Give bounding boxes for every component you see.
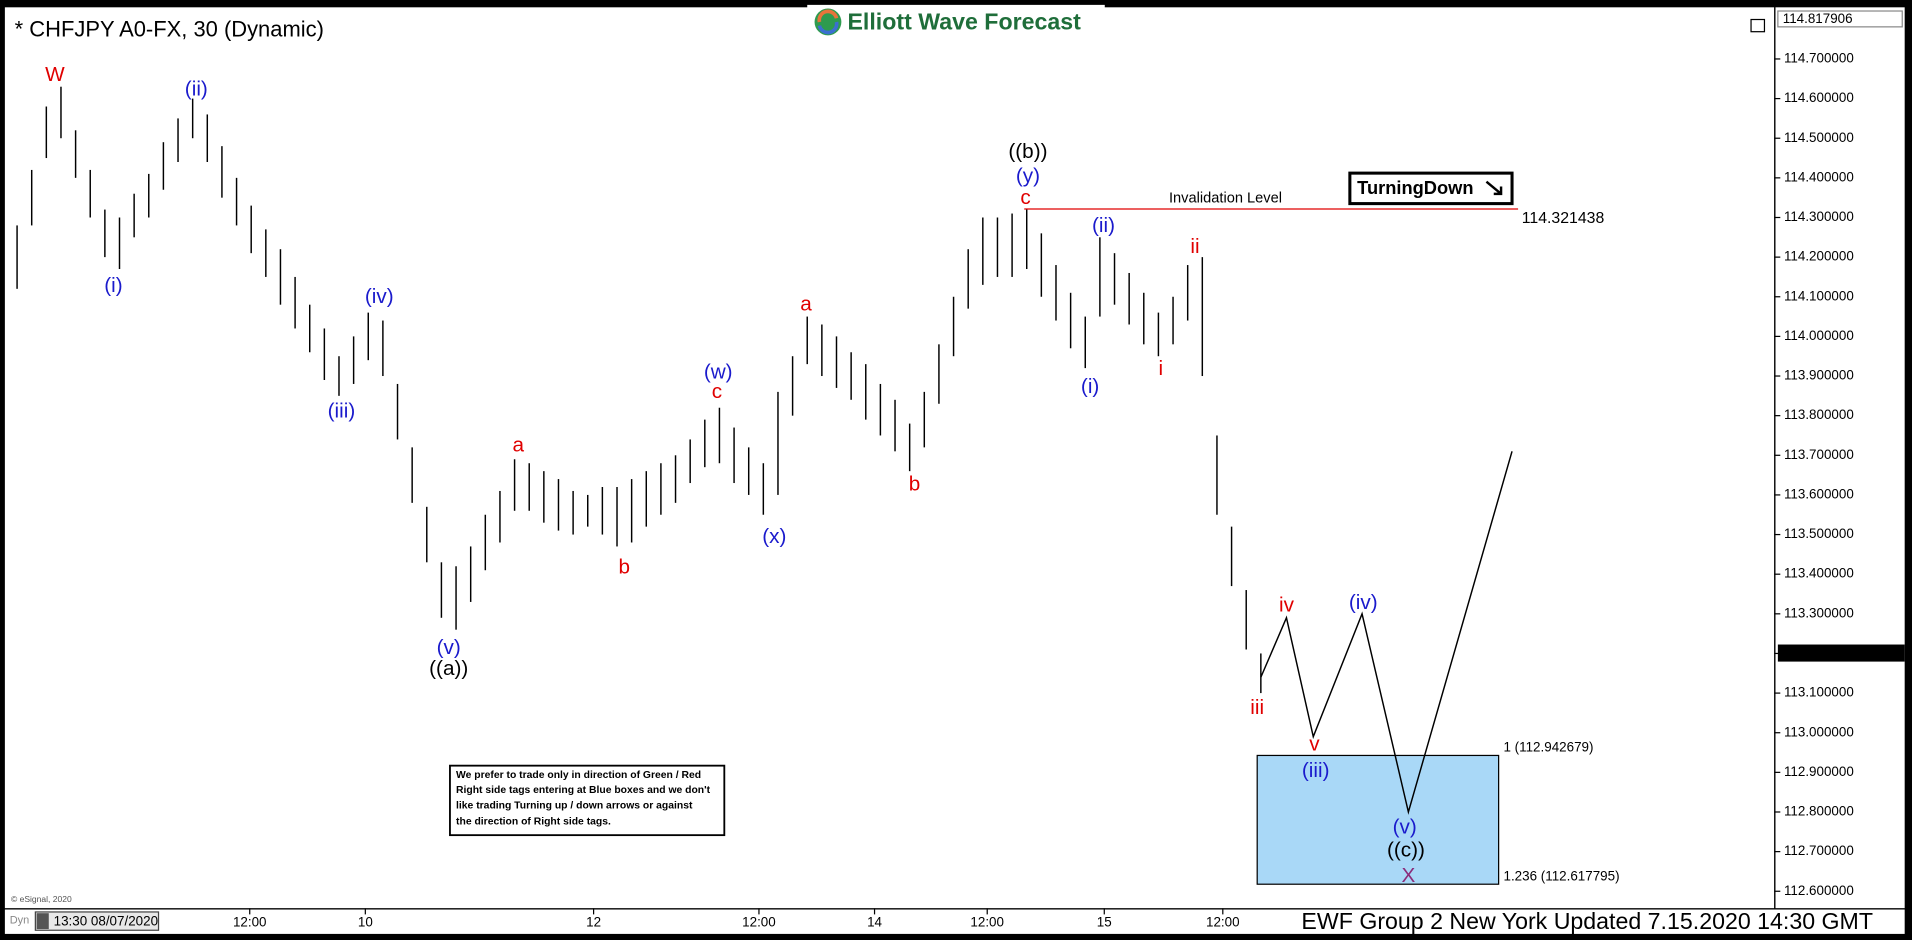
wave-label: (v) <box>1393 815 1417 838</box>
wave-label: (i) <box>104 274 122 297</box>
projection-line <box>1260 451 1513 815</box>
turning-arrow <box>1485 180 1503 196</box>
x-tick-label: 14 <box>867 914 882 929</box>
last-price-label: 113.201000 <box>1784 645 1854 660</box>
time-axis <box>4 909 1905 934</box>
x-tick-label: 15 <box>1097 914 1112 929</box>
wave-label: i <box>1159 357 1164 380</box>
turning-tag: TurningDown <box>1357 177 1473 198</box>
x-tick-label: 12 <box>586 914 601 929</box>
y-tick-label: 113.600000 <box>1784 486 1854 501</box>
y-tick-label: 113.800000 <box>1784 407 1854 422</box>
wave-label: (ii) <box>1092 214 1115 237</box>
chart-title: * CHFJPY A0-FX, 30 (Dynamic) <box>15 16 324 41</box>
wave-label: a <box>800 292 812 315</box>
y-tick-label: 113.100000 <box>1784 685 1854 700</box>
logo-text: Elliott Wave Forecast <box>847 8 1081 34</box>
top-price-label: 114.817906 <box>1783 11 1853 26</box>
y-tick-label: 114.300000 <box>1784 209 1854 224</box>
price-axis <box>1775 7 1905 909</box>
y-tick-label: 114.500000 <box>1784 130 1854 145</box>
logo-icon <box>817 21 839 35</box>
wave-label: b <box>619 556 631 579</box>
fib-label: 1.236 (112.617795) <box>1504 868 1620 883</box>
x-tick-label: 12:00 <box>1206 914 1240 929</box>
wave-label: c <box>1020 186 1030 209</box>
note-box <box>449 764 726 837</box>
logo-bg <box>807 4 1105 40</box>
y-tick-label: 113.000000 <box>1784 724 1854 739</box>
start-time-box <box>34 911 160 931</box>
y-tick-label: 114.100000 <box>1784 288 1854 303</box>
x-tick-label: 12:00 <box>970 914 1004 929</box>
chart-layer: 114.700000 114.600000 114.500000 114.400000… <box>16 10 1905 929</box>
last-price-box <box>1777 644 1905 662</box>
y-tick-label: 114.600000 <box>1784 90 1854 105</box>
note-line: the direction of Right side tags. <box>456 816 611 827</box>
start-time: 13:30 08/07/2020 <box>54 913 158 928</box>
start-time-icon <box>36 913 49 930</box>
top-price-box <box>1777 10 1903 28</box>
wave-label: ((c)) <box>1387 838 1425 861</box>
footer: EWF Group 2 New York Updated 7.15.2020 1… <box>1301 908 1873 934</box>
axis-mode: Dyn <box>10 914 30 926</box>
y-tick-label: 113.500000 <box>1784 526 1854 541</box>
y-tick-label: 113.400000 <box>1784 566 1854 581</box>
target-box <box>1256 754 1500 885</box>
wave-label: v <box>1309 732 1320 755</box>
wave-label: ((a)) <box>429 657 468 680</box>
y-tick-label: 112.700000 <box>1784 843 1854 858</box>
wave-label: (i) <box>1081 375 1099 398</box>
window-icon <box>1750 18 1766 33</box>
wave-label: (iii) <box>1302 759 1330 782</box>
note-line: like trading Turning up / down arrows or… <box>456 801 693 812</box>
y-tick-label: 113.900000 <box>1784 368 1854 383</box>
y-tick-label: 112.900000 <box>1784 764 1854 779</box>
invalidation-label: Invalidation Level <box>1169 191 1282 207</box>
note-line: Right side tags entering at Blue boxes a… <box>456 785 711 796</box>
wave-label: ((b)) <box>1008 140 1047 163</box>
x-tick-label: 12:00 <box>233 914 267 929</box>
wave-label: a <box>512 434 524 457</box>
invalidation-value: 114.321438 <box>1522 210 1605 227</box>
x-tick-label: 12:00 <box>742 914 776 929</box>
wave-label: iii <box>1250 696 1264 719</box>
wave-label: ii <box>1190 235 1199 258</box>
y-tick-label: 112.800000 <box>1784 804 1854 819</box>
wave-label: (iii) <box>328 400 356 423</box>
wave-label: c <box>712 380 722 403</box>
wave-label: b <box>909 473 921 496</box>
wave-label: X <box>1401 864 1415 887</box>
wave-label: (iv) <box>365 285 394 308</box>
copyright: © eSignal, 2020 <box>11 894 72 904</box>
wave-label: (w) <box>704 361 733 384</box>
note-line: We prefer to trade only in direction of … <box>456 770 701 781</box>
plot-area <box>4 7 1775 909</box>
logo-icon <box>817 9 839 23</box>
y-tick-label: 114.000000 <box>1784 328 1854 343</box>
wave-label: iv <box>1279 593 1295 616</box>
wave-label: (y) <box>1016 164 1040 187</box>
wave-label: (x) <box>762 525 786 548</box>
wave-label: (ii) <box>185 78 208 101</box>
y-tick-label: 112.600000 <box>1784 883 1854 898</box>
y-tick-label: 114.400000 <box>1784 169 1854 184</box>
fib-label: 1 (112.942679) <box>1504 740 1594 755</box>
turning-tag-box <box>1348 171 1514 206</box>
y-tick-label: 113.300000 <box>1784 605 1854 620</box>
y-tick-label: 114.200000 <box>1784 249 1854 264</box>
wave-label: (iv) <box>1349 591 1378 614</box>
x-tick-label: 10 <box>358 914 373 929</box>
wave-label: (v) <box>437 636 461 659</box>
wave-label: W <box>45 63 65 86</box>
y-tick-label: 114.700000 <box>1784 51 1854 66</box>
y-tick-label: 113.700000 <box>1784 447 1854 462</box>
